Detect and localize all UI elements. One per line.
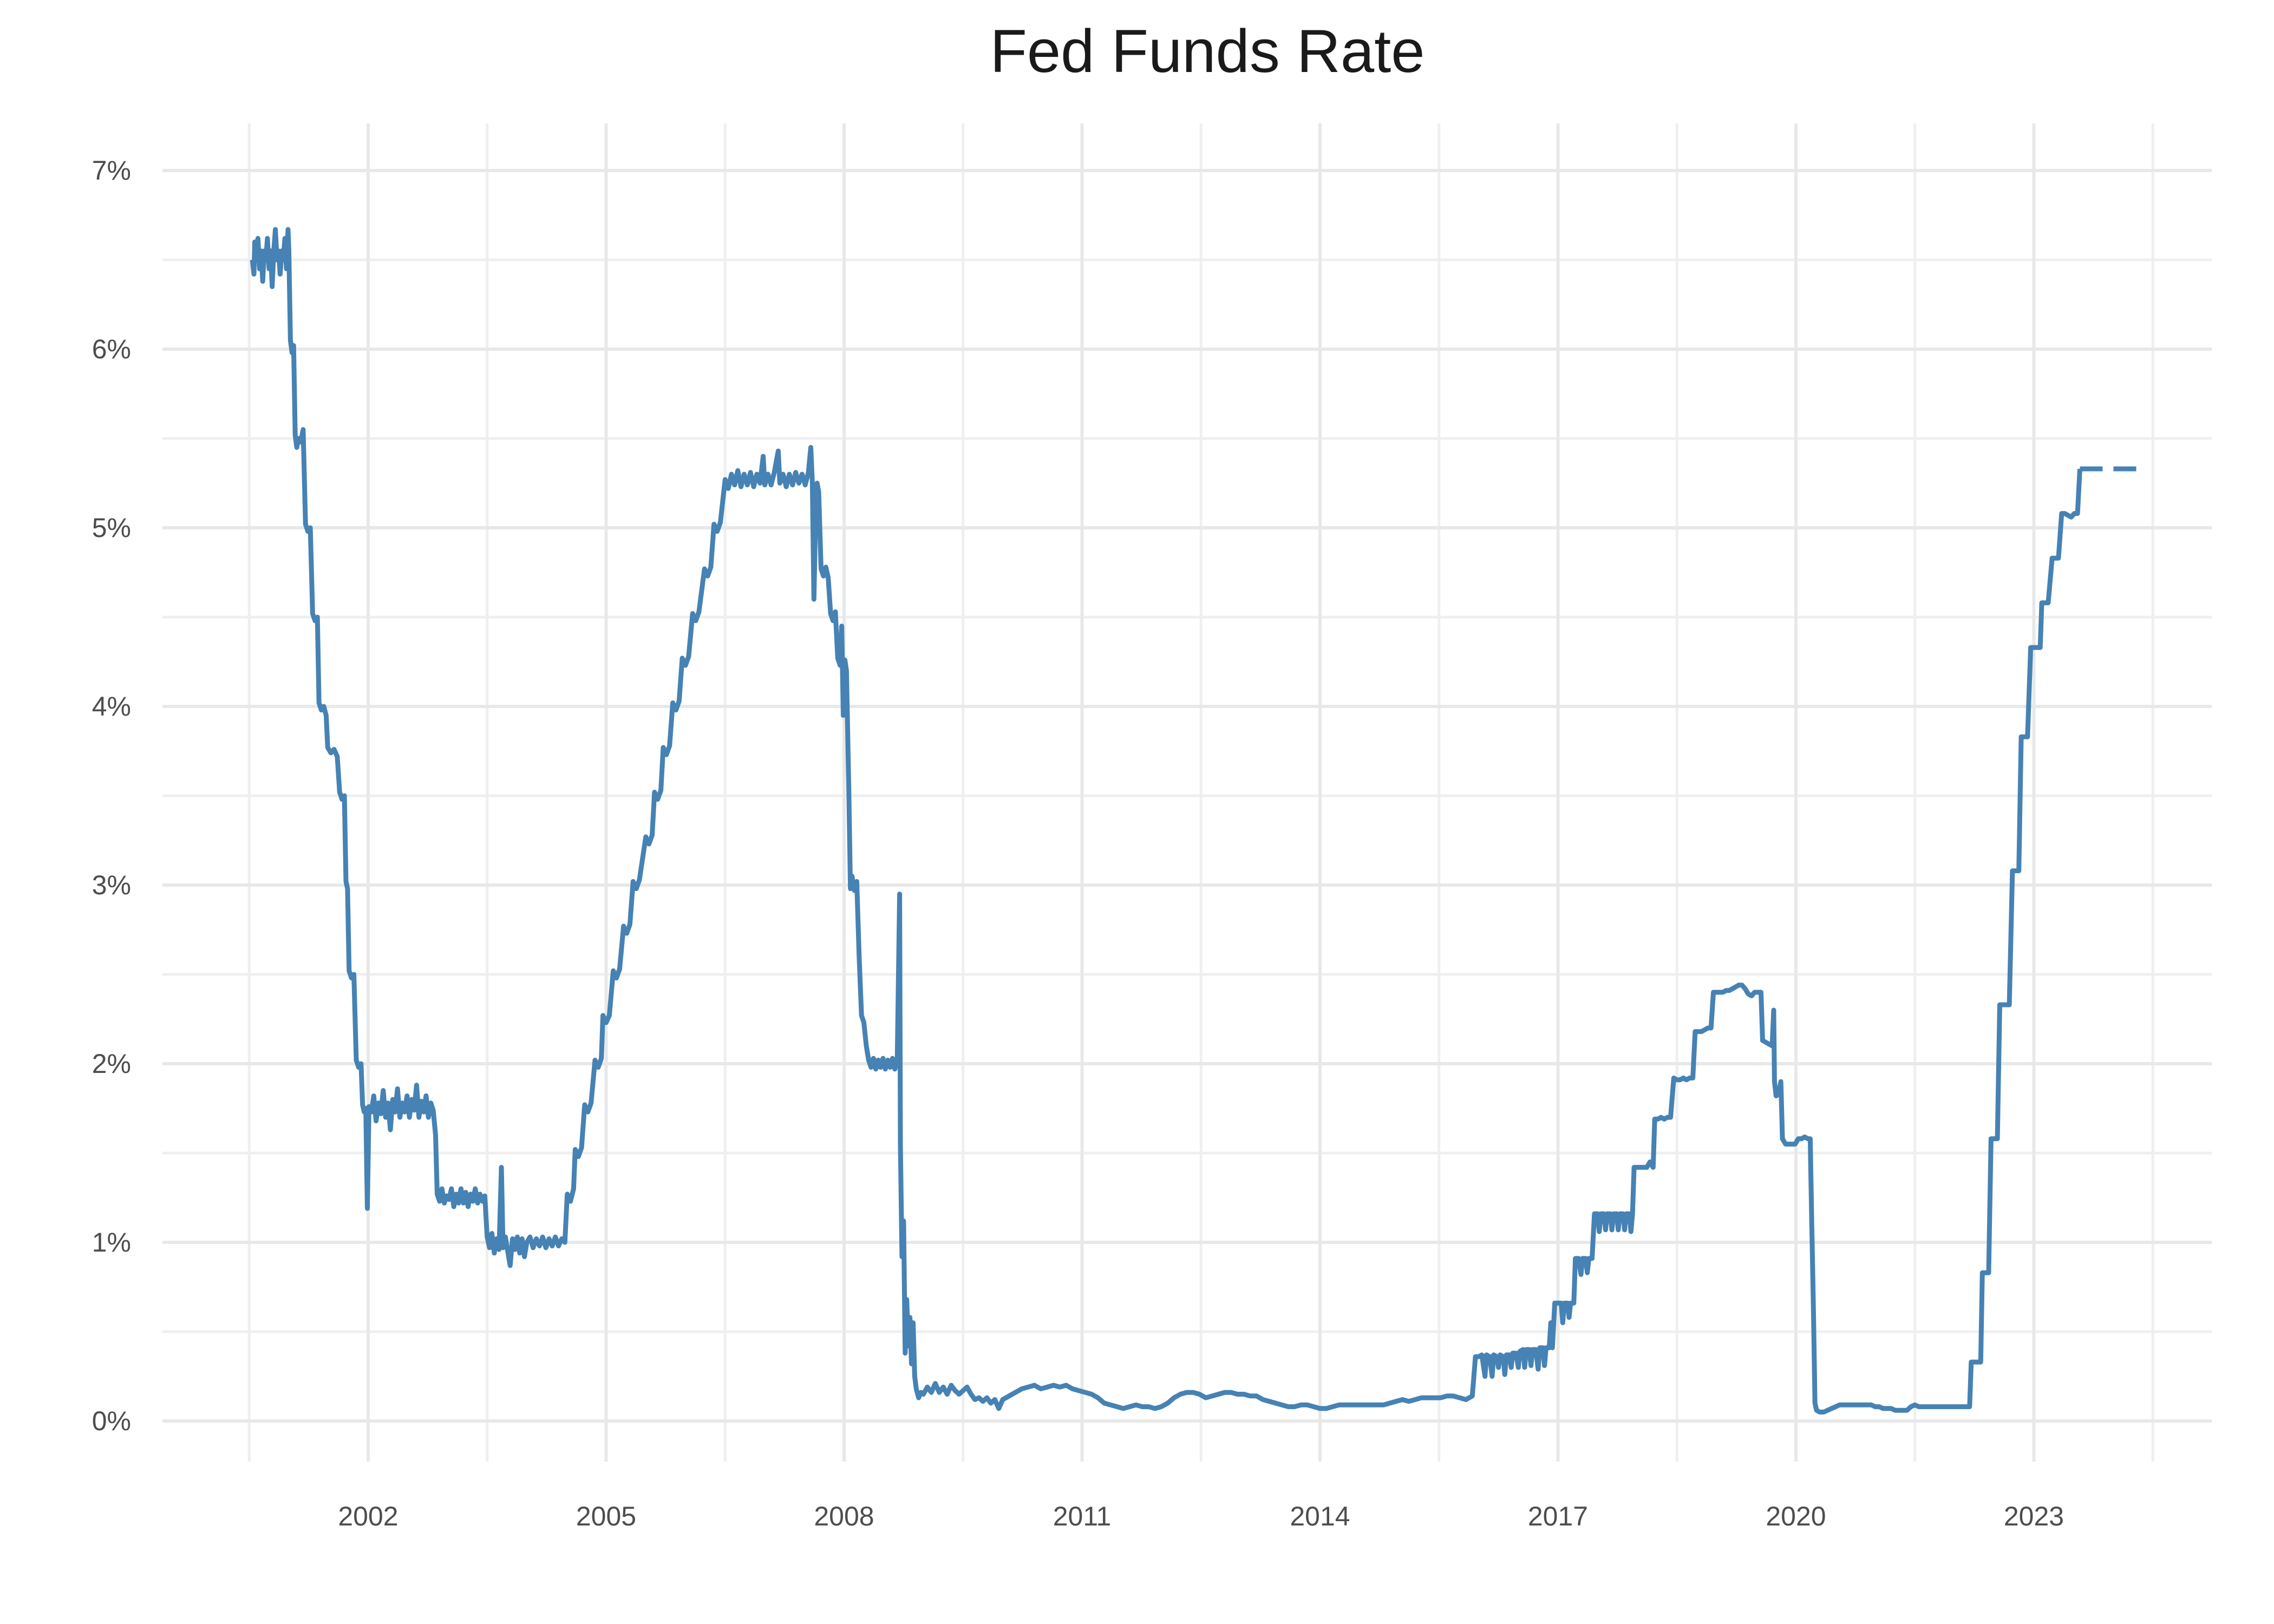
- x-tick-label: 2008: [814, 1501, 874, 1531]
- x-tick-label: 2014: [1290, 1501, 1350, 1531]
- y-tick-label: 5%: [92, 513, 131, 543]
- x-tick-label: 2020: [1766, 1501, 1826, 1531]
- y-tick-label: 7%: [92, 155, 131, 186]
- y-tick-label: 4%: [92, 691, 131, 722]
- y-tick-label: 6%: [92, 334, 131, 364]
- x-tick-label: 2017: [1528, 1501, 1588, 1531]
- chart-title: Fed Funds Rate: [990, 17, 1425, 85]
- x-tick-label: 2023: [2004, 1501, 2064, 1531]
- rate-line: [250, 227, 2082, 1415]
- y-tick-label: 0%: [92, 1406, 131, 1436]
- x-tick-label: 2002: [338, 1501, 398, 1531]
- y-tick-label: 3%: [92, 870, 131, 900]
- x-tick-label: 2005: [576, 1501, 636, 1531]
- y-tick-label: 2%: [92, 1049, 131, 1079]
- x-tick-label: 2011: [1053, 1501, 1112, 1531]
- y-tick-label: 1%: [92, 1227, 131, 1258]
